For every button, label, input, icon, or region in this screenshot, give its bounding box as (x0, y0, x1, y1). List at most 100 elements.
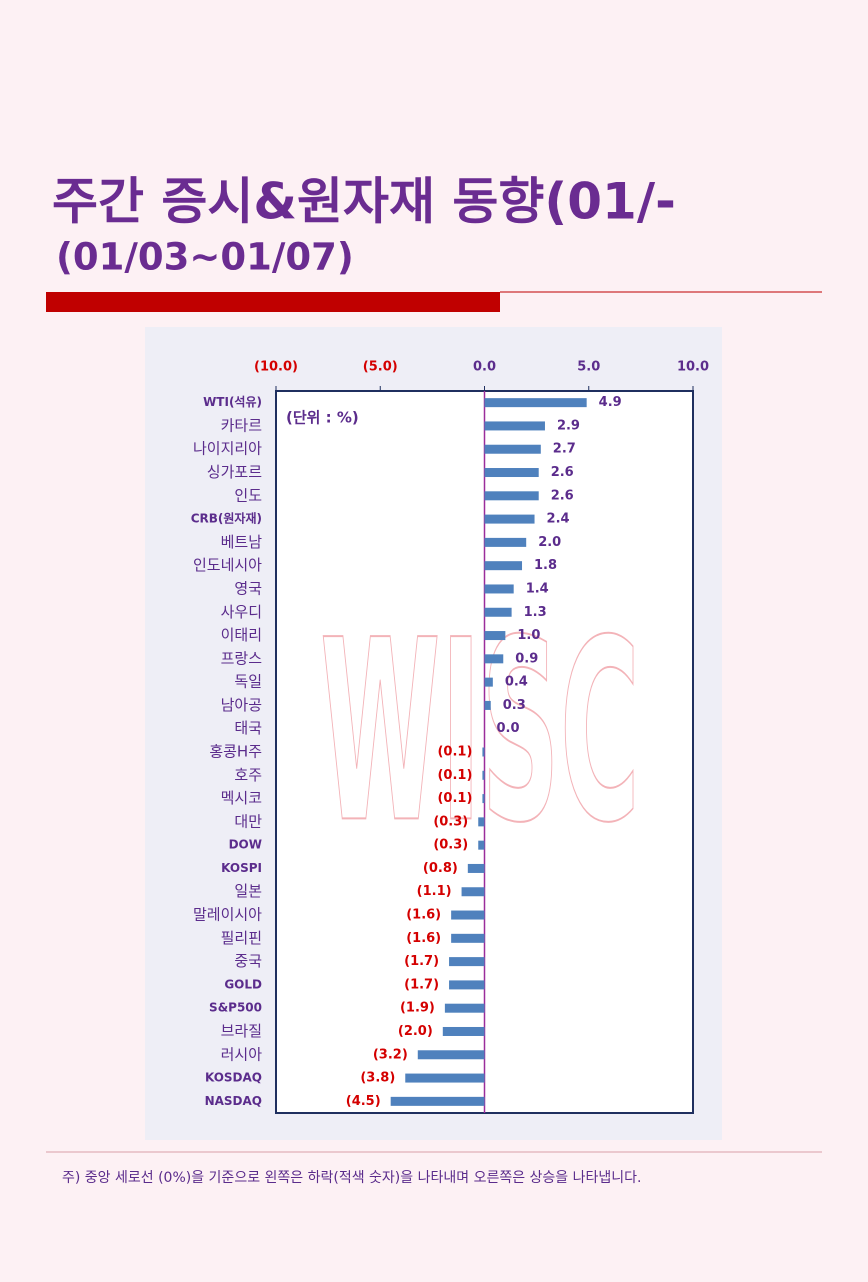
category-label: 홍콩H주 (209, 743, 262, 761)
x-tick-label: (5.0) (363, 360, 398, 375)
x-tick-label: 10.0 (677, 360, 709, 375)
bar (478, 817, 485, 827)
category-label: 호주 (234, 766, 262, 784)
bar (484, 631, 506, 641)
category-label: 영국 (234, 579, 262, 597)
category-label: KOSPI (221, 861, 262, 875)
bar (484, 584, 514, 594)
value-label: 0.3 (503, 698, 526, 713)
accent-bar (46, 292, 500, 312)
category-label: CRB(원자재) (191, 511, 262, 526)
category-label: 나이지리아 (193, 440, 262, 458)
category-label: NASDAQ (205, 1094, 262, 1108)
bar (484, 514, 535, 524)
value-label: 1.0 (517, 628, 540, 643)
value-label: 1.3 (524, 605, 547, 620)
value-label: 4.9 (599, 395, 622, 410)
value-label: 2.4 (547, 512, 570, 527)
category-label: KOSDAQ (205, 1071, 262, 1085)
bar (444, 1003, 485, 1013)
bar (405, 1073, 485, 1083)
value-label: 2.6 (551, 465, 574, 480)
bar (390, 1096, 485, 1106)
value-label: (0.1) (437, 791, 472, 806)
category-label: DOW (229, 838, 262, 852)
bar (478, 840, 485, 850)
bar (482, 794, 485, 804)
category-label: S&P500 (209, 1001, 262, 1015)
bar (467, 863, 485, 873)
category-label: 사우디 (221, 603, 262, 621)
subtitle: (01/03~01/07) (56, 236, 354, 279)
unit-label: (단위 : %) (286, 409, 359, 427)
category-label: 인도네시아 (193, 556, 262, 574)
value-label: (1.7) (404, 977, 439, 992)
x-tick-label: 5.0 (577, 360, 600, 375)
bar (442, 1026, 485, 1036)
value-label: (0.8) (423, 861, 458, 876)
value-label: (0.3) (433, 814, 468, 829)
value-label: (3.2) (373, 1047, 408, 1062)
bar (484, 700, 491, 710)
value-label: (0.3) (433, 838, 468, 853)
value-label: 2.6 (551, 488, 574, 503)
category-label: 싱가포르 (207, 463, 262, 481)
category-label: 카타르 (221, 416, 263, 434)
bar (482, 770, 485, 780)
value-label: (4.5) (346, 1094, 381, 1109)
category-label: 브라질 (221, 1022, 262, 1040)
bar (449, 980, 485, 990)
watermark: WISC (320, 586, 640, 877)
category-label: 이태리 (221, 626, 262, 644)
bar (484, 491, 539, 501)
value-label: (2.0) (398, 1024, 433, 1039)
value-label: (1.6) (406, 908, 441, 923)
value-label: 2.7 (553, 442, 576, 457)
value-label: 2.0 (538, 535, 561, 550)
bar (449, 957, 485, 967)
value-label: (0.1) (437, 768, 472, 783)
category-label: 태국 (234, 719, 262, 737)
category-label: 말레이시아 (193, 906, 262, 924)
category-label: 중국 (234, 952, 262, 970)
value-label: 1.8 (534, 558, 557, 573)
bar (451, 910, 485, 920)
note: 주) 중앙 세로선 (0%)을 기준으로 왼쪽은 하락(적색 숫자)을 나타내며… (62, 1170, 641, 1186)
bar (417, 1050, 485, 1060)
value-label: 1.4 (526, 581, 549, 596)
value-label: (1.1) (417, 884, 452, 899)
value-label: (1.6) (406, 931, 441, 946)
bar (484, 677, 493, 687)
bar (484, 561, 523, 571)
value-label: (0.1) (437, 745, 472, 760)
bar (484, 398, 587, 408)
category-label: 대만 (234, 812, 262, 830)
category-label: 남아공 (221, 696, 262, 714)
value-label: 0.0 (497, 721, 520, 736)
value-label: 0.4 (505, 675, 528, 690)
category-label: 프랑스 (221, 649, 263, 667)
category-label: 인도 (234, 486, 262, 504)
category-label: 베트남 (221, 533, 263, 551)
x-tick-label: (10.0) (254, 360, 298, 375)
category-label: WTI(석유) (203, 395, 262, 409)
bar (484, 537, 527, 547)
title: 주간 증시&원자재 동향(01/- (52, 173, 676, 231)
bar (484, 654, 504, 664)
bar (484, 468, 539, 478)
bar (484, 421, 545, 431)
category-label: GOLD (224, 977, 262, 991)
category-label: 필리핀 (221, 929, 262, 947)
category-label: 멕시코 (221, 789, 262, 807)
value-label: 2.9 (557, 418, 580, 433)
value-label: 0.9 (515, 651, 538, 666)
category-label: 독일 (234, 673, 262, 691)
x-tick-label: 0.0 (473, 360, 496, 375)
bar (451, 933, 485, 943)
bar (484, 607, 512, 617)
value-label: (1.7) (404, 954, 439, 969)
category-label: 러시아 (221, 1045, 263, 1063)
bar (484, 444, 541, 454)
value-label: (1.9) (400, 1001, 435, 1016)
